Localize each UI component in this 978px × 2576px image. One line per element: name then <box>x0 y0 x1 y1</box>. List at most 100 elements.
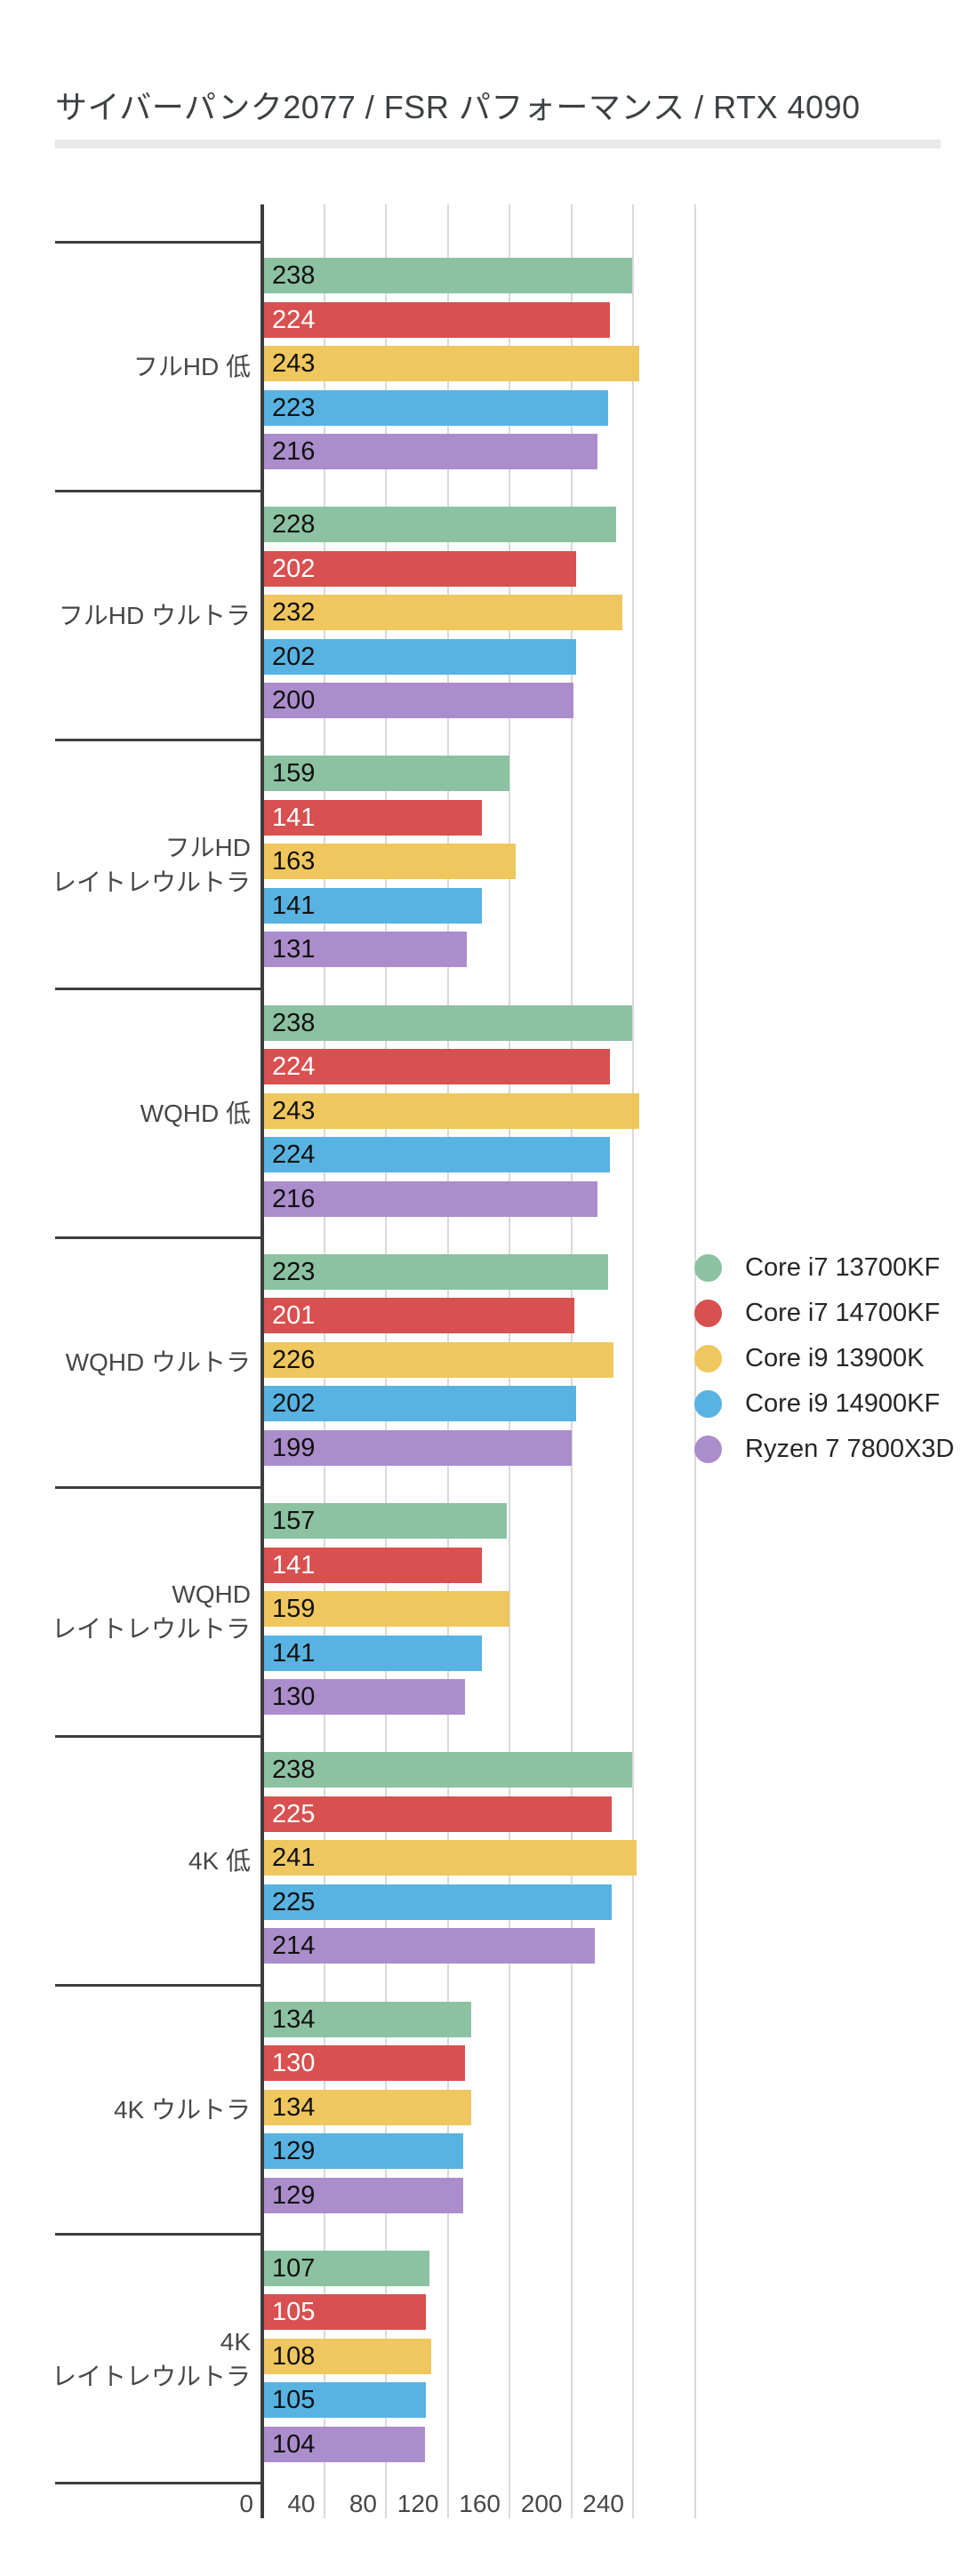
bar-value-label: 224 <box>272 305 316 334</box>
bar: 163 <box>264 844 516 880</box>
bar: 243 <box>264 1092 639 1129</box>
bar: 224 <box>264 1049 610 1085</box>
bar: 129 <box>264 2133 463 2170</box>
bar-value-label: 104 <box>272 2429 316 2459</box>
category-label: WQHD 低 <box>140 1100 251 1128</box>
bar-value-label: 134 <box>272 2092 316 2122</box>
bar-value-label: 225 <box>272 1887 316 1916</box>
bar: 159 <box>264 756 509 792</box>
bar: 141 <box>264 799 482 836</box>
bar-value-label: 141 <box>272 1638 316 1668</box>
bar-value-label: 130 <box>272 2049 316 2078</box>
bar-value-label: 108 <box>272 2341 316 2371</box>
bar-value-label: 241 <box>272 1844 316 1873</box>
bar-value-label: 129 <box>272 2137 316 2166</box>
category-label: フルHD ウルトラ <box>58 601 251 629</box>
group-separator <box>55 240 262 244</box>
bar: 243 <box>264 346 639 381</box>
bar: 216 <box>264 434 597 469</box>
bar-value-label: 130 <box>272 1683 316 1712</box>
legend-swatch-icon <box>694 1300 722 1327</box>
x-tick-label: 160 <box>459 2490 501 2517</box>
bar-value-label: 243 <box>272 1096 316 1125</box>
bar-value-label: 238 <box>272 1008 316 1037</box>
bar-value-label: 105 <box>272 2386 316 2415</box>
bar: 141 <box>264 1547 482 1583</box>
bar: 232 <box>264 595 622 631</box>
bar-value-label: 223 <box>272 393 316 422</box>
bar-value-label: 202 <box>272 642 316 671</box>
bar-value-label: 243 <box>272 349 316 378</box>
x-tick-label: 240 <box>582 2490 624 2517</box>
group-separator <box>55 738 262 741</box>
legend-item: Core i9 13900K <box>694 1344 954 1372</box>
bar: 107 <box>264 2250 429 2286</box>
group-separator <box>55 2482 262 2485</box>
legend-swatch-icon <box>694 1345 722 1372</box>
bar: 134 <box>264 2089 471 2125</box>
legend-label: Core i9 13900K <box>745 1344 925 1372</box>
bar: 225 <box>264 1796 612 1832</box>
category-label: 4K ウルトラ <box>113 2096 251 2124</box>
y-axis-line <box>261 204 264 2518</box>
bar: 238 <box>264 1004 632 1041</box>
bar-value-label: 157 <box>272 1507 316 1536</box>
bar: 159 <box>264 1591 509 1628</box>
bar-value-label: 141 <box>272 891 316 920</box>
bar: 238 <box>264 258 632 293</box>
legend-item: Ryzen 7 7800X3D <box>694 1435 955 1463</box>
group-separator <box>55 1984 262 1988</box>
bar: 202 <box>264 1386 576 1422</box>
category-label: WQHD ウルトラ <box>65 1348 251 1377</box>
bar: 200 <box>264 683 573 719</box>
category-label: フルHD 低 <box>132 352 251 380</box>
bar-value-label: 216 <box>272 437 316 466</box>
bar: 225 <box>264 1884 612 1920</box>
bar: 223 <box>264 1253 608 1290</box>
bar-value-label: 105 <box>272 2298 316 2327</box>
bar-value-label: 202 <box>272 1389 316 1419</box>
group-separator <box>55 2233 262 2236</box>
bar-value-label: 228 <box>272 510 316 540</box>
bar-value-label: 129 <box>272 2180 316 2210</box>
bar: 134 <box>264 2001 471 2037</box>
bar-value-label: 238 <box>272 261 316 290</box>
bar-value-label: 224 <box>272 1140 316 1170</box>
bar-value-label: 226 <box>272 1345 316 1374</box>
bar: 130 <box>264 1679 465 1716</box>
title-divider <box>55 140 941 148</box>
bar-value-label: 131 <box>272 935 316 964</box>
group-separator <box>55 489 262 492</box>
x-tick-label: 40 <box>287 2490 316 2517</box>
x-tick-label: 0 <box>239 2490 253 2517</box>
bar: 216 <box>264 1180 597 1217</box>
legend-label: Core i7 13700KF <box>745 1253 941 1282</box>
category-label: WQHD レイトレウルトラ <box>51 1580 251 1644</box>
bar-value-label: 216 <box>272 1184 316 1213</box>
bar: 141 <box>264 887 482 924</box>
legend-label: Core i7 14700KF <box>745 1299 941 1327</box>
bar: 141 <box>264 1635 482 1671</box>
bar-value-label: 225 <box>272 1799 316 1828</box>
bar: 224 <box>264 301 610 338</box>
bar: 129 <box>264 2177 463 2213</box>
legend-label: Ryzen 7 7800X3D <box>745 1435 955 1463</box>
bar: 238 <box>264 1752 632 1788</box>
bar: 131 <box>264 932 467 968</box>
group-separator <box>55 1734 262 1738</box>
bar-value-label: 141 <box>272 1550 316 1580</box>
bar: 199 <box>264 1429 572 1466</box>
legend-item: Core i9 14900KF <box>694 1389 954 1418</box>
bar-value-label: 224 <box>272 1052 316 1082</box>
bar: 104 <box>264 2426 425 2462</box>
bar-value-label: 223 <box>272 1257 316 1286</box>
legend-label: Core i9 14900KF <box>745 1389 941 1418</box>
bar: 105 <box>264 2382 426 2419</box>
category-label: 4K レイトレウルトラ <box>51 2327 251 2390</box>
legend-swatch-icon <box>694 1436 722 1463</box>
bar: 201 <box>264 1298 574 1334</box>
legend-item: Core i7 13700KF <box>694 1253 954 1282</box>
bar: 223 <box>264 389 608 426</box>
legend-swatch-icon <box>694 1390 722 1418</box>
